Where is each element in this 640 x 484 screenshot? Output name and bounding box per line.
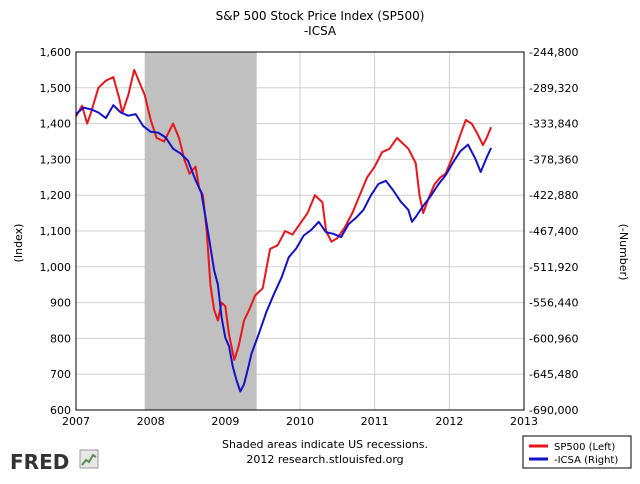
right-axis-label: (-Number) (617, 224, 630, 281)
x-tick-label: 2011 (361, 415, 389, 428)
right-tick-label: -467,400 (529, 225, 578, 238)
footer-source: 2012 research.stlouisfed.org (246, 453, 403, 466)
series-lines (75, 68, 493, 393)
left-tick-label: 1,300 (40, 153, 72, 166)
right-axis-ticks: -690,000 -645,480 -600,960 -556,440 -511,920… (529, 46, 578, 417)
legend-label-sp500: SP500 (Left) (554, 442, 615, 453)
left-tick-label: 800 (50, 332, 71, 345)
x-tick-label: 2008 (137, 415, 165, 428)
left-tick-label: 900 (50, 297, 71, 310)
fred-logo-text: FRED (10, 450, 69, 474)
right-tick-label: -690,000 (529, 404, 578, 417)
left-axis-ticks: 600 700 800 900 1,000 1,100 1,200 1,300 1,400 1,5… (40, 46, 72, 417)
fred-logo: FRED (10, 449, 99, 474)
right-tick-label: -600,960 (529, 332, 578, 345)
x-tick-label: 2009 (211, 415, 239, 428)
series-line-icsa (75, 104, 493, 393)
left-tick-label: 600 (50, 404, 71, 417)
right-tick-label: -556,440 (529, 297, 578, 310)
chart-subtitle: -ICSA (304, 24, 337, 38)
left-tick-label: 1,400 (40, 118, 72, 131)
x-tick-label: 2010 (286, 415, 314, 428)
x-tick-label: 2013 (510, 415, 538, 428)
right-tick-label: -645,480 (529, 368, 578, 381)
chart-trend-icon (79, 449, 99, 469)
left-tick-label: 700 (50, 368, 71, 381)
left-tick-label: 1,200 (40, 189, 72, 202)
chart-title: S&P 500 Stock Price Index (SP500) (216, 9, 425, 23)
series-line-sp500 (75, 68, 493, 361)
left-tick-label: 1,500 (40, 82, 72, 95)
left-tick-label: 1,100 (40, 225, 72, 238)
right-tick-label: -289,320 (529, 82, 578, 95)
left-tick-label: 1,600 (40, 46, 72, 59)
legend-label-icsa: -ICSA (Right) (554, 455, 618, 466)
right-tick-label: -244,800 (529, 46, 578, 59)
left-tick-label: 1,000 (40, 261, 72, 274)
x-tick-label: 2012 (435, 415, 463, 428)
x-tick-label: 2007 (62, 415, 90, 428)
right-tick-label: -333,840 (529, 118, 578, 131)
recession-shading (144, 52, 257, 410)
x-axis-ticks: 2007 2008 2009 2010 2011 2012 2013 (62, 415, 538, 428)
left-axis-label: (Index) (12, 224, 25, 263)
right-tick-label: -422,880 (529, 189, 578, 202)
legend-box (522, 435, 632, 469)
legend: SP500 (Left) -ICSA (Right) (522, 435, 632, 469)
footer-recession-note: Shaded areas indicate US recessions. (222, 438, 428, 451)
plot-frame (75, 51, 525, 411)
right-tick-label: -511,920 (529, 261, 578, 274)
right-tick-label: -378,360 (529, 153, 578, 166)
